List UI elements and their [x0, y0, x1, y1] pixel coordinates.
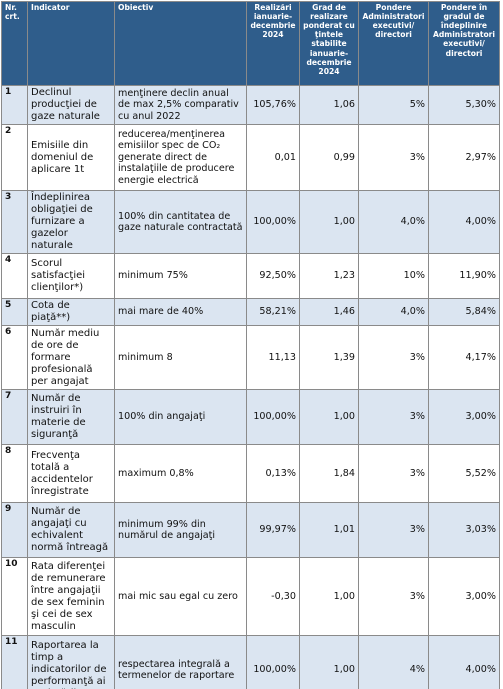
value-cell: 3,00% [428, 557, 500, 636]
row-number: 4 [1, 253, 28, 299]
value-cell: 5,30% [428, 85, 500, 125]
value-cell: 4% [358, 635, 429, 689]
table-row: 3 Îndeplinirea obligaţiei de furnizare a … [1, 190, 500, 254]
value-cell: 92,50% [246, 253, 300, 299]
header-cell: Nr. crt. [1, 1, 28, 86]
indicator: Scorul satisfacţiei clienţilor*) [27, 253, 115, 299]
value-cell: 1,39 [299, 325, 359, 390]
objective: minimum 99% din numărul de angajaţi [114, 502, 247, 558]
objective: mai mare de 40% [114, 298, 247, 326]
value-cell: 3,00% [428, 389, 500, 445]
objective: mai mic sau egal cu zero [114, 557, 247, 636]
table-row: 8 Frecvenţa totală a accidentelor înregis… [1, 444, 500, 503]
value-cell: 1,84 [299, 444, 359, 503]
value-cell: -0,30 [246, 557, 300, 636]
value-cell: 3% [358, 389, 429, 445]
value-cell: 0,13% [246, 444, 300, 503]
header-row: Nr. crt. Indicator Obiectiv Realizări ianua… [1, 1, 500, 86]
objective: minimum 8 [114, 325, 247, 390]
indicator: Rata diferenţei de remunerare între anga… [27, 557, 115, 636]
objective: respectarea integrală a termenelor de ra… [114, 635, 247, 689]
value-cell: 0,01 [246, 124, 300, 191]
value-cell: 1,00 [299, 389, 359, 445]
value-cell: 58,21% [246, 298, 300, 326]
header-cell: Pondere în gradul de îndeplinire Adminis… [428, 1, 500, 86]
table-body: 1 Declinul producţiei de gaze naturale men… [1, 85, 500, 689]
table-row: 2 Emisiile din domeniul de aplicare 1t red… [1, 124, 500, 191]
row-number: 7 [1, 389, 28, 445]
header-cell: Realizări ianuarie-decembrie 2024 [246, 1, 300, 86]
value-cell: 3% [358, 557, 429, 636]
indicator: Îndeplinirea obligaţiei de furnizare a g… [27, 190, 115, 254]
indicator: Frecvenţa totală a accidentelor înregist… [27, 444, 115, 503]
value-cell: 4,00% [428, 635, 500, 689]
value-cell: 10% [358, 253, 429, 299]
table-row: 5 Cota de piaţă**) mai mare de 40% 58,21% 1,… [1, 298, 500, 326]
header-cell: Obiectiv [114, 1, 247, 86]
indicator: Număr mediu de ore de formare profesiona… [27, 325, 115, 390]
objective: 100% din cantitatea de gaze naturale con… [114, 190, 247, 254]
objective: reducerea/menţinerea emisiilor spec de C… [114, 124, 247, 191]
value-cell: 2,97% [428, 124, 500, 191]
indicator: Cota de piaţă**) [27, 298, 115, 326]
objective: menţinere declin anual de max 2,5% compa… [114, 85, 247, 125]
row-number: 10 [1, 557, 28, 636]
value-cell: 1,46 [299, 298, 359, 326]
objective: 100% din angajaţi [114, 389, 247, 445]
header-cell: Indicator [27, 1, 115, 86]
value-cell: 0,99 [299, 124, 359, 191]
value-cell: 1,06 [299, 85, 359, 125]
row-number: 2 [1, 124, 28, 191]
value-cell: 5,52% [428, 444, 500, 503]
table-row: 6 Număr mediu de ore de formare profesion… [1, 325, 500, 390]
table-row: 11 Raportarea la timp a indicatorilor de … [1, 635, 500, 689]
indicator: Raportarea la timp a indicatorilor de pe… [27, 635, 115, 689]
value-cell: 3,03% [428, 502, 500, 558]
indicator: Număr de angajaţi cu echivalent normă în… [27, 502, 115, 558]
value-cell: 99,97% [246, 502, 300, 558]
table-row: 4 Scorul satisfacţiei clienţilor*) minimum… [1, 253, 500, 299]
value-cell: 3% [358, 325, 429, 390]
row-number: 1 [1, 85, 28, 125]
value-cell: 1,00 [299, 557, 359, 636]
value-cell: 105,76% [246, 85, 300, 125]
table-row: 10 Rata diferenţei de remunerare între an… [1, 557, 500, 636]
value-cell: 3% [358, 124, 429, 191]
indicator: Emisiile din domeniul de aplicare 1t [27, 124, 115, 191]
header-cell: Pondere Administratori executivi/ direct… [358, 1, 429, 86]
table-row: 7 Număr de instruiri în materie de sigura… [1, 389, 500, 445]
value-cell: 100,00% [246, 635, 300, 689]
value-cell: 100,00% [246, 389, 300, 445]
value-cell: 4,00% [428, 190, 500, 254]
value-cell: 5,84% [428, 298, 500, 326]
indicator: Declinul producţiei de gaze naturale [27, 85, 115, 125]
value-cell: 3% [358, 502, 429, 558]
table-row: 1 Declinul producţiei de gaze naturale men… [1, 85, 500, 125]
table-row: 9 Număr de angajaţi cu echivalent normă î… [1, 502, 500, 558]
value-cell: 11,13 [246, 325, 300, 390]
value-cell: 1,23 [299, 253, 359, 299]
value-cell: 3% [358, 444, 429, 503]
value-cell: 4,0% [358, 190, 429, 254]
row-number: 8 [1, 444, 28, 503]
value-cell: 5% [358, 85, 429, 125]
objective: minimum 75% [114, 253, 247, 299]
header-cell: Grad de realizare ponderat cu ţintele st… [299, 1, 359, 86]
value-cell: 1,01 [299, 502, 359, 558]
value-cell: 1,00 [299, 635, 359, 689]
row-number: 11 [1, 635, 28, 689]
indicator: Număr de instruiri în materie de siguran… [27, 389, 115, 445]
row-number: 9 [1, 502, 28, 558]
value-cell: 4,0% [358, 298, 429, 326]
value-cell: 1,00 [299, 190, 359, 254]
objective: maximum 0,8% [114, 444, 247, 503]
row-number: 5 [1, 298, 28, 326]
value-cell: 4,17% [428, 325, 500, 390]
value-cell: 11,90% [428, 253, 500, 299]
row-number: 6 [1, 325, 28, 390]
row-number: 3 [1, 190, 28, 254]
value-cell: 100,00% [246, 190, 300, 254]
